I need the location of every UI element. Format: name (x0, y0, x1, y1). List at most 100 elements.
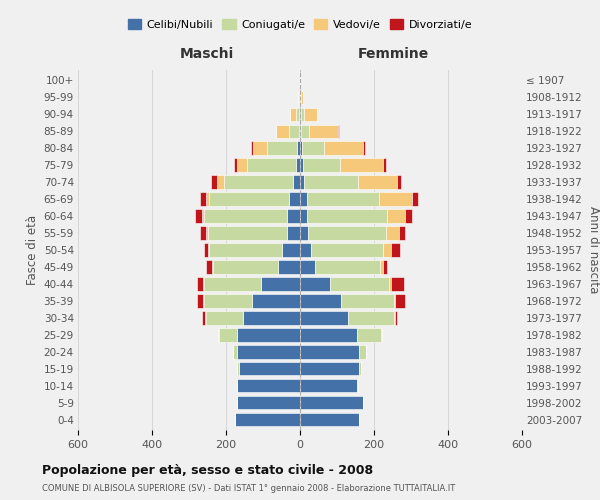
Bar (358, 328, 382, 342)
Bar (206, 312, 242, 324)
Bar (278, 260, 300, 274)
Text: COMUNE DI ALBISOLA SUPERIORE (SV) - Dati ISTAT 1° gennaio 2008 - Elaborazione TU: COMUNE DI ALBISOLA SUPERIORE (SV) - Dati… (42, 484, 455, 493)
Bar (380, 260, 383, 274)
Bar (386, 226, 399, 239)
Bar (338, 124, 339, 138)
Bar (412, 192, 418, 205)
Bar (237, 158, 247, 172)
Bar (233, 346, 237, 358)
Bar (237, 328, 300, 342)
Bar (209, 192, 289, 205)
Bar (208, 244, 209, 256)
Bar (200, 226, 206, 239)
Bar (397, 176, 401, 188)
Bar (289, 192, 300, 205)
Bar (234, 158, 237, 172)
Bar (304, 108, 317, 121)
Text: Maschi: Maschi (179, 46, 234, 60)
Bar (297, 142, 300, 154)
Bar (217, 176, 224, 188)
Bar (301, 90, 303, 104)
Bar (204, 278, 261, 290)
Bar (281, 244, 300, 256)
Bar (237, 346, 300, 358)
Bar (212, 260, 213, 274)
Bar (242, 312, 300, 324)
Bar (208, 226, 287, 239)
Bar (195, 210, 202, 222)
Bar (204, 244, 208, 256)
Bar (224, 176, 293, 188)
Bar (394, 294, 395, 308)
Bar (391, 244, 400, 256)
Bar (237, 379, 300, 392)
Bar (301, 124, 309, 138)
Bar (287, 210, 300, 222)
Bar (307, 192, 379, 205)
Bar (252, 294, 300, 308)
Bar (383, 158, 386, 172)
Bar (218, 328, 237, 342)
Bar (340, 158, 383, 172)
Bar (359, 346, 366, 358)
Bar (300, 278, 329, 290)
Bar (290, 108, 296, 121)
Bar (348, 312, 394, 324)
Bar (202, 210, 204, 222)
Bar (289, 124, 299, 138)
Bar (406, 210, 412, 222)
Bar (300, 244, 311, 256)
Bar (237, 362, 239, 376)
Bar (359, 362, 361, 376)
Bar (300, 176, 304, 188)
Bar (268, 142, 297, 154)
Bar (235, 413, 300, 426)
Bar (300, 210, 307, 222)
Bar (209, 244, 281, 256)
Bar (204, 294, 252, 308)
Bar (395, 294, 405, 308)
Bar (399, 226, 406, 239)
Bar (329, 278, 389, 290)
Bar (315, 260, 380, 274)
Bar (383, 244, 391, 256)
Bar (300, 192, 307, 205)
Bar (206, 260, 212, 274)
Bar (301, 108, 304, 121)
Bar (299, 108, 300, 121)
Bar (300, 158, 303, 172)
Bar (237, 396, 300, 409)
Bar (300, 362, 359, 376)
Bar (307, 210, 387, 222)
Bar (300, 396, 363, 409)
Bar (200, 192, 206, 205)
Bar (277, 124, 289, 138)
Bar (363, 142, 365, 154)
Bar (206, 226, 208, 239)
Bar (300, 124, 301, 138)
Bar (358, 176, 397, 188)
Bar (304, 176, 358, 188)
Bar (311, 244, 383, 256)
Bar (302, 142, 324, 154)
Bar (300, 226, 308, 239)
Bar (251, 142, 253, 154)
Bar (211, 176, 217, 188)
Bar (308, 226, 386, 239)
Bar (296, 158, 300, 172)
Bar (202, 312, 205, 324)
Bar (206, 192, 209, 205)
Bar (391, 278, 404, 290)
Bar (275, 124, 277, 138)
Legend: Celibi/Nubili, Coniugati/e, Vedovi/e, Divorziati/e: Celibi/Nubili, Coniugati/e, Vedovi/e, Di… (124, 14, 476, 34)
Y-axis label: Anni di nascita: Anni di nascita (587, 206, 600, 294)
Text: Popolazione per età, sesso e stato civile - 2008: Popolazione per età, sesso e stato civil… (42, 464, 373, 477)
Bar (300, 142, 302, 154)
Text: Femmine: Femmine (358, 46, 429, 60)
Bar (394, 312, 395, 324)
Bar (197, 278, 203, 290)
Bar (389, 278, 391, 290)
Bar (247, 158, 296, 172)
Bar (197, 294, 203, 308)
Bar (300, 346, 359, 358)
